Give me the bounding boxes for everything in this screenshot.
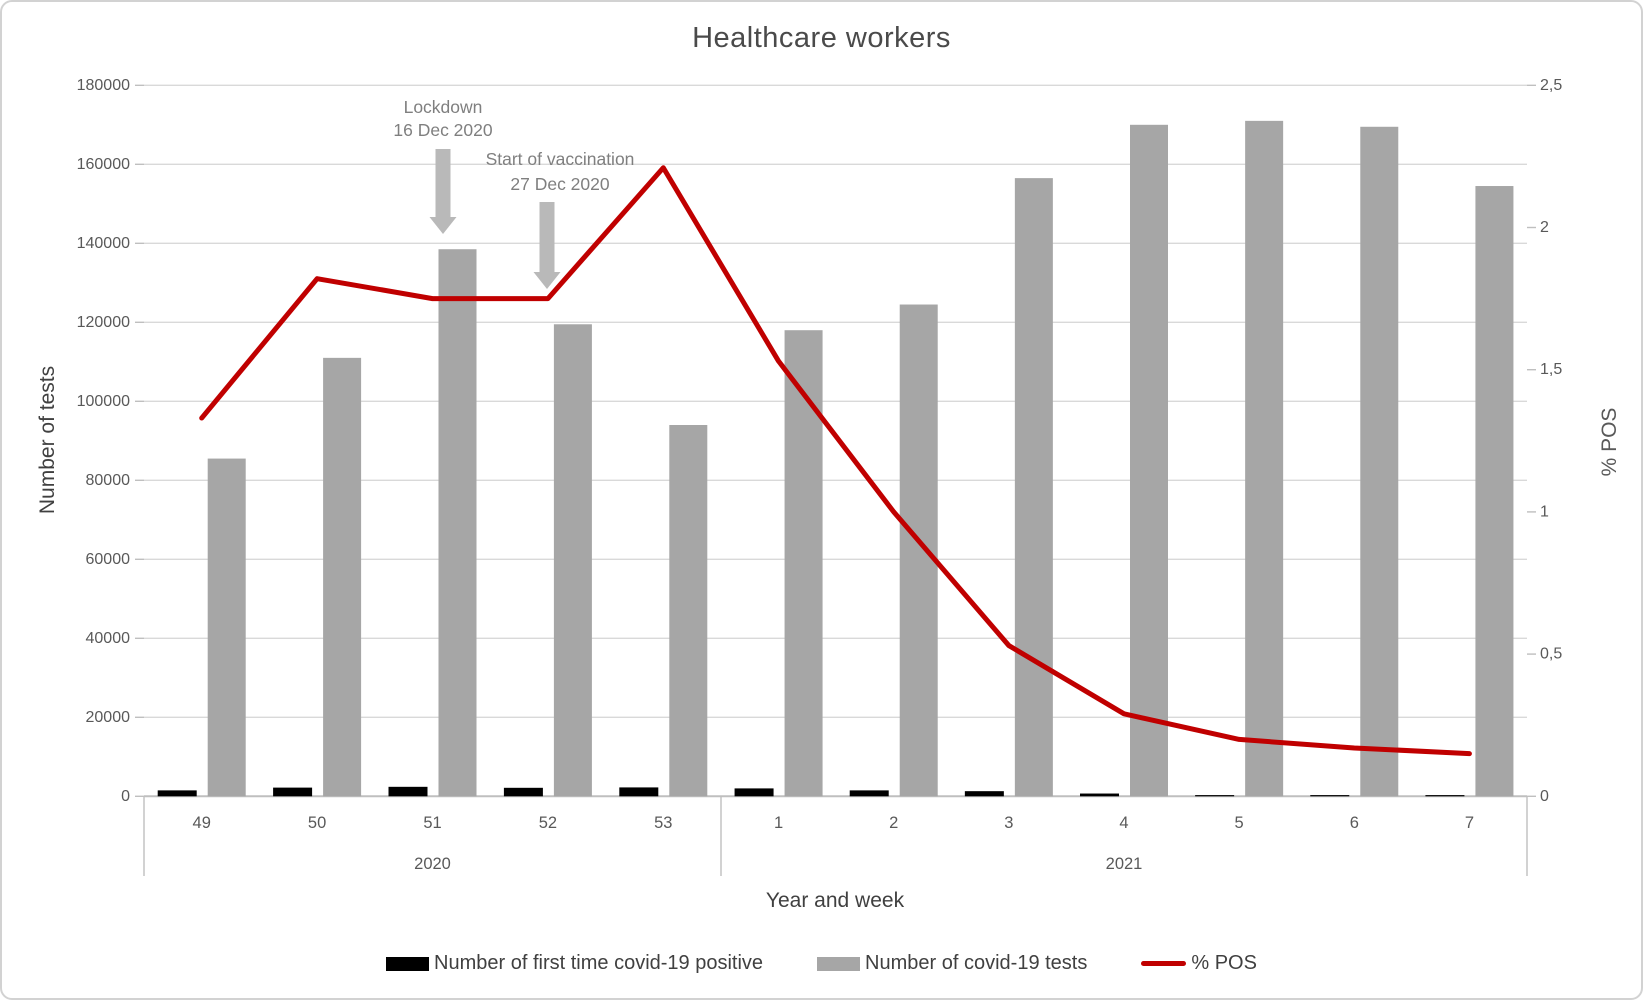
right-axis-title: % POS — [1598, 407, 1621, 477]
bar-positives — [157, 790, 197, 797]
bar-positives — [734, 788, 774, 797]
annotation-arrow-down-icon — [429, 149, 457, 234]
bar-tests — [1014, 178, 1053, 797]
bar-tests — [1130, 124, 1168, 797]
left-axis-tick-label: 80000 — [86, 472, 131, 489]
left-axis-tick-label: 120000 — [77, 314, 130, 331]
left-axis-tick-label: 20000 — [86, 709, 131, 726]
week-label: 49 — [193, 814, 211, 832]
right-axis-tick-label: 0,5 — [1540, 646, 1562, 663]
bar-tests — [669, 425, 708, 797]
annotation-text: Lockdown — [404, 97, 483, 117]
bar-tests — [553, 324, 592, 797]
bar-tests — [438, 249, 477, 797]
legend-item: % POS — [1141, 952, 1257, 975]
left-axis-tick-label: 0 — [121, 788, 130, 805]
right-axis-tick-label: 0 — [1540, 788, 1549, 805]
annotation-arrow-down-icon — [533, 202, 561, 289]
week-label: 6 — [1350, 814, 1359, 832]
bar-positives — [964, 791, 1004, 797]
right-axis-tick-label: 1 — [1540, 503, 1549, 520]
left-axis-tick-label: 100000 — [77, 393, 130, 410]
bar-positives — [1425, 795, 1465, 797]
bar-positives — [388, 786, 428, 797]
annotation-text: Start of vaccination — [486, 149, 635, 169]
week-label: 52 — [539, 814, 557, 832]
right-axis-tick-label: 2,5 — [1540, 77, 1562, 94]
bar-tests — [784, 330, 823, 797]
bar-tests — [1360, 126, 1399, 797]
week-label: 7 — [1465, 814, 1474, 832]
left-axis-tick-label: 140000 — [77, 235, 130, 252]
bar-positives — [1080, 793, 1119, 797]
chart-title: Healthcare workers — [692, 22, 951, 54]
legend-label: Number of first time covid-19 positive — [434, 952, 764, 974]
bar-positives — [273, 787, 313, 797]
week-label: 51 — [423, 814, 441, 832]
bar-tests — [323, 357, 362, 797]
left-axis-title: Number of tests — [36, 365, 59, 515]
week-label: 50 — [308, 814, 326, 832]
legend-label: Number of covid-19 tests — [865, 952, 1088, 974]
legend: Number of first time covid-19 positive Nu… — [2, 952, 1641, 975]
bar-tests — [1245, 120, 1284, 797]
bar-tests — [899, 304, 938, 797]
week-label: 5 — [1235, 814, 1244, 832]
legend-bar-swatch-icon — [817, 956, 861, 971]
bar-positives — [1310, 795, 1350, 797]
week-label: 3 — [1004, 814, 1013, 832]
legend-item: Number of covid-19 tests — [817, 952, 1087, 975]
week-label: 53 — [654, 814, 672, 832]
right-axis-tick-label: 1,5 — [1540, 361, 1562, 378]
legend-item: Number of first time covid-19 positive — [386, 952, 763, 975]
annotation-text: 16 Dec 2020 — [393, 120, 493, 140]
legend-label: % POS — [1191, 952, 1257, 974]
bar-tests — [207, 458, 246, 797]
left-axis-tick-label: 40000 — [86, 630, 131, 647]
week-label: 2 — [889, 814, 898, 832]
line-pos-rate — [199, 165, 1472, 757]
bar-tests — [1475, 186, 1514, 797]
year-label: 2020 — [414, 855, 451, 873]
legend-bar-swatch-icon — [386, 956, 430, 971]
annotation-text: 27 Dec 2020 — [510, 174, 610, 194]
bar-positives — [619, 787, 659, 797]
week-label: 4 — [1119, 814, 1128, 832]
left-axis-tick-label: 160000 — [77, 156, 130, 173]
x-axis-title: Year and week — [765, 889, 905, 912]
bar-positives — [1195, 795, 1235, 797]
bar-positives — [849, 790, 889, 797]
left-axis-tick-label: 180000 — [77, 77, 130, 94]
left-axis-tick-label: 60000 — [86, 551, 131, 568]
right-axis-tick-label: 2 — [1540, 219, 1549, 236]
legend-line-swatch-icon — [1141, 961, 1187, 966]
bar-positives — [503, 787, 543, 797]
year-label: 2021 — [1106, 855, 1143, 873]
week-label: 1 — [774, 814, 783, 832]
